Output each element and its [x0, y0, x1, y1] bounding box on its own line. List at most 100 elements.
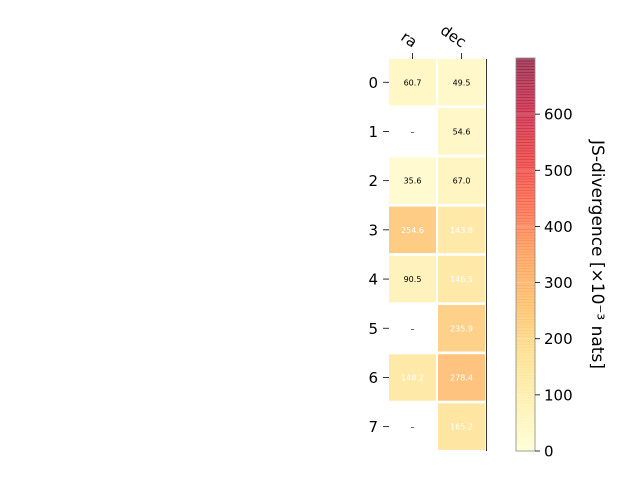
heatmap-cell-r1-dec — [438, 108, 485, 155]
colorbar-segment — [516, 380, 535, 385]
colorbar-segment — [516, 347, 535, 351]
cell-value-label: 49.5 — [453, 78, 471, 87]
colorbar-segment — [516, 282, 535, 286]
colorbar-segment — [516, 442, 535, 446]
colorbar-segment — [516, 206, 535, 211]
y-tick-label: 7 — [368, 418, 378, 436]
colorbar-segment — [516, 248, 535, 253]
colorbar-segment — [516, 240, 535, 244]
colorbar-tick-label: 0 — [544, 443, 554, 461]
colorbar-segment — [516, 355, 535, 359]
heatmap-grid: 60.7 49.5 – 54.6 35.6 67.0 254.6 143.8 90.5 146.5… — [368, 21, 487, 451]
cell-value-label: 60.7 — [404, 78, 422, 87]
colorbar-segment — [516, 335, 535, 340]
colorbar-segment — [516, 72, 535, 76]
y-tick-label: 4 — [368, 271, 378, 289]
colorbar-segment — [516, 167, 535, 171]
colorbar-segment — [516, 271, 535, 275]
colorbar-segment — [516, 232, 535, 236]
colorbar-segment — [516, 60, 535, 65]
colorbar-segment — [516, 108, 535, 112]
colorbar-segment — [516, 268, 535, 272]
colorbar-segment — [516, 274, 535, 278]
colorbar-segment — [516, 445, 535, 449]
colorbar-segment — [516, 209, 535, 213]
colorbar-segment — [516, 147, 535, 152]
colorbar-segment — [516, 212, 535, 216]
colorbar-segment — [516, 386, 535, 390]
colorbar-segment — [516, 130, 535, 135]
heatmap-cell-r6-ra — [389, 354, 436, 401]
colorbar-label: JS-divergence [×10⁻³ nats] — [587, 139, 607, 369]
colorbar-segment — [516, 237, 535, 242]
colorbar-segment — [516, 66, 535, 70]
y-tick-label: 5 — [368, 320, 378, 338]
colorbar-segment — [516, 411, 535, 416]
colorbar-segment — [516, 161, 535, 166]
cell-value-label: 143.8 — [450, 226, 473, 235]
colorbar-segment — [516, 260, 535, 264]
colorbar-segment — [516, 352, 535, 357]
colorbar-segment — [516, 296, 535, 301]
colorbar-segment — [516, 111, 535, 115]
y-tick-label: 6 — [368, 369, 378, 387]
colorbar-tick-label: 400 — [544, 218, 573, 236]
colorbar-segment — [516, 215, 535, 219]
colorbar-segment — [516, 119, 535, 124]
colorbar-segment — [516, 218, 535, 222]
colorbar-segment — [516, 316, 535, 320]
colorbar-segment — [516, 187, 535, 191]
colorbar-segment — [516, 58, 535, 62]
heatmap-cell-r0-dec — [438, 59, 485, 106]
cell-value-label: 148.2 — [401, 373, 424, 382]
heatmap-cell-r4-dec — [438, 255, 485, 303]
colorbar-tick-label: 100 — [544, 386, 573, 404]
heatmap-cell-r5-dec — [438, 305, 485, 352]
colorbar-segment — [516, 83, 535, 87]
colorbar-segment — [516, 324, 535, 329]
colorbar-segment — [516, 184, 535, 188]
colorbar-segment — [516, 102, 535, 107]
cell-value-label: – — [411, 324, 415, 333]
cell-value-label: – — [411, 127, 415, 136]
colorbar-segment — [516, 307, 535, 312]
colorbar-segment — [516, 153, 535, 157]
colorbar-segment — [516, 150, 535, 155]
colorbar-segment — [516, 192, 535, 197]
colorbar-segment — [516, 116, 535, 121]
colorbar-segment — [516, 234, 535, 239]
colorbar-segment — [516, 125, 535, 129]
colorbar-segment — [516, 439, 535, 444]
heatmap-cell-r3-dec — [438, 206, 485, 254]
colorbar-segment — [516, 366, 535, 371]
colorbar-segment — [516, 428, 535, 432]
colorbar-tick-label: 200 — [544, 330, 573, 348]
y-tick-label: 0 — [368, 74, 378, 92]
colorbar-segment — [516, 63, 535, 68]
colorbar-segment — [516, 397, 535, 402]
colorbar-segment — [516, 349, 535, 354]
cell-value-label: 254.6 — [401, 226, 424, 235]
cell-value-label: 67.0 — [453, 177, 471, 186]
colorbar-segment — [516, 203, 535, 208]
cell-value-label: 54.6 — [453, 127, 471, 136]
heatmap-cell-r6-dec — [438, 354, 485, 401]
colorbar-segment — [516, 310, 535, 315]
colorbar-segment — [516, 94, 535, 98]
colorbar-segment — [516, 288, 535, 292]
colorbar-tick-label: 600 — [544, 106, 573, 124]
cell-value-label: 146.5 — [450, 275, 473, 284]
colorbar-segment — [516, 159, 535, 163]
colorbar-tick-label: 500 — [544, 162, 573, 180]
colorbar-segment — [516, 422, 535, 427]
cell-value-label: 165.2 — [450, 423, 473, 432]
colorbar-segment — [516, 88, 535, 93]
colorbar-segment — [516, 145, 535, 149]
colorbar-segment — [516, 408, 535, 413]
colorbar-segment — [516, 338, 535, 343]
colorbar-segment — [516, 262, 535, 267]
colorbar-segment — [516, 136, 535, 141]
cell-value-label: 35.6 — [404, 177, 422, 186]
colorbar-segment — [516, 403, 535, 407]
